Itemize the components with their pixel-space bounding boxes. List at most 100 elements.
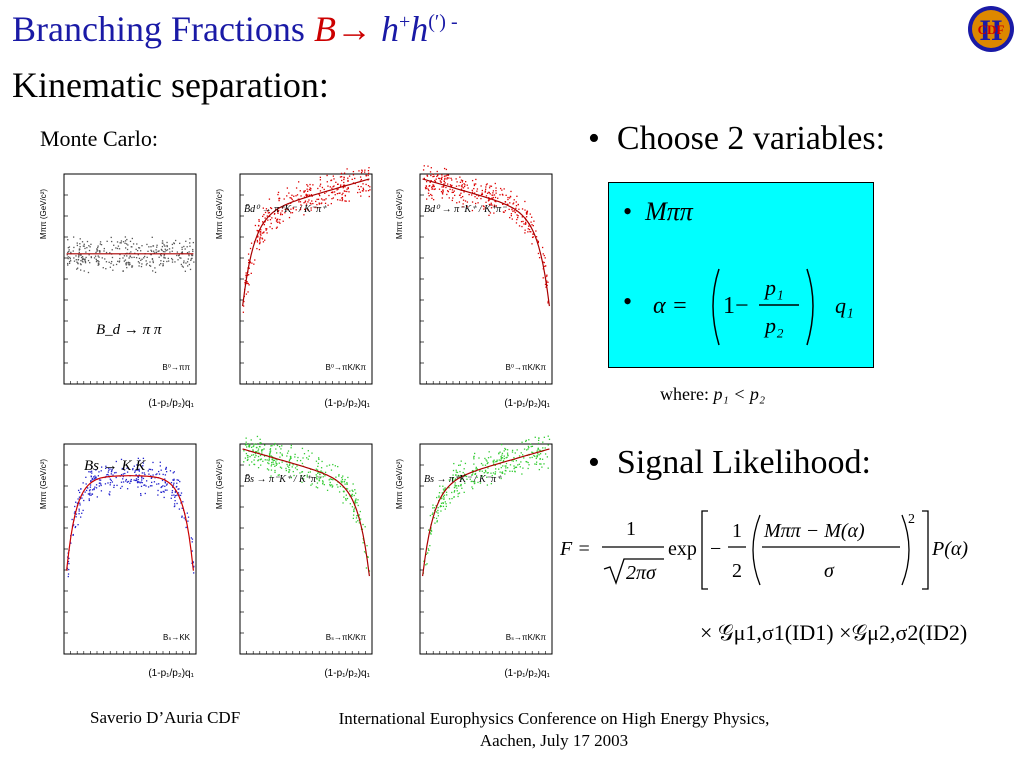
mc-point — [486, 462, 489, 465]
mc-point — [528, 464, 530, 466]
mc-point — [98, 261, 100, 263]
alpha-q1: q₁ — [835, 293, 854, 318]
mc-point — [111, 481, 114, 483]
mc-point — [271, 227, 273, 230]
mc-point — [124, 236, 127, 238]
mc-point — [462, 203, 464, 205]
mc-point — [346, 482, 348, 484]
mc-point — [368, 570, 371, 572]
mc-point — [246, 454, 249, 457]
mc-point — [443, 498, 445, 501]
mc-point — [109, 491, 111, 493]
mc-point — [426, 187, 428, 189]
mc-point — [546, 274, 548, 276]
mc-point — [429, 514, 432, 517]
mc-point — [342, 184, 345, 186]
mc-point — [523, 457, 525, 459]
mc-point — [292, 208, 295, 210]
mc-point — [261, 238, 264, 240]
mc-point — [498, 468, 500, 470]
mc-point — [271, 445, 273, 447]
mc-point — [437, 515, 440, 517]
mc-point — [281, 210, 283, 212]
mc-point — [180, 263, 183, 266]
mc-point — [182, 501, 184, 503]
mc-point — [448, 479, 450, 481]
mc-point — [456, 487, 458, 489]
mc-point — [546, 284, 548, 286]
mc-point — [457, 493, 459, 495]
mc-point — [157, 250, 159, 253]
mc-point — [311, 483, 313, 485]
mc-point — [428, 189, 430, 192]
mc-point — [140, 481, 142, 483]
mc-point — [337, 465, 339, 468]
mc-point — [365, 175, 367, 177]
mc-point — [429, 544, 431, 547]
mc-point — [95, 469, 97, 471]
mc-point — [84, 261, 87, 263]
mc-point — [163, 244, 165, 246]
mc-point — [169, 251, 171, 253]
mc-point — [491, 197, 493, 199]
mc-point — [531, 224, 533, 226]
mc-point — [95, 258, 97, 261]
mc-point — [284, 212, 286, 214]
mc-point — [79, 248, 81, 250]
mc-point — [164, 251, 166, 253]
mc-point — [141, 482, 143, 484]
mc-point — [308, 199, 310, 201]
mc-point — [271, 461, 273, 464]
mc-point — [132, 468, 134, 471]
mc-point — [271, 463, 273, 466]
mc-point — [507, 454, 509, 456]
mc-point — [529, 231, 531, 233]
mc-point — [336, 192, 339, 195]
mc-point — [67, 256, 69, 258]
mc-point — [122, 241, 125, 243]
formula-half-den: 2 — [732, 560, 742, 582]
mc-point — [292, 200, 294, 202]
mc-point — [186, 512, 188, 514]
mc-point — [347, 186, 349, 189]
mc-point — [470, 480, 472, 483]
mc-point — [298, 181, 300, 183]
mc-point — [518, 225, 521, 227]
mc-point — [320, 470, 322, 472]
mc-point — [326, 181, 328, 183]
mc-point — [254, 456, 256, 458]
mc-point — [432, 198, 435, 201]
mc-point — [68, 568, 70, 571]
mc-point — [439, 505, 441, 508]
mc-point — [492, 192, 494, 194]
mc-point — [77, 267, 79, 269]
mc-point — [512, 210, 514, 212]
mc-point — [496, 459, 498, 461]
mc-point — [436, 170, 438, 173]
mc-point — [480, 462, 483, 465]
mc-point — [190, 258, 192, 260]
mc-point — [290, 202, 292, 204]
mc-point — [442, 495, 445, 498]
mc-point — [77, 256, 80, 258]
mc-point — [332, 479, 334, 481]
mc-point — [524, 209, 526, 211]
mc-point — [516, 195, 518, 197]
mc-point — [453, 490, 456, 492]
plot-bottom-tag: Bₛ→πK/Kπ — [326, 633, 367, 642]
mc-point — [520, 461, 522, 463]
mc-point — [243, 461, 245, 463]
mc-point — [277, 193, 279, 196]
mc-point — [494, 464, 496, 467]
mc-point — [474, 196, 476, 198]
mc-point — [174, 491, 176, 493]
mc-point — [499, 451, 501, 453]
bullet-signal-likelihood: • Signal Likelihood: — [588, 444, 871, 482]
mc-point — [285, 469, 288, 472]
mc-point — [181, 252, 184, 254]
mc-point — [151, 258, 154, 260]
mc-point — [269, 450, 272, 452]
mc-point — [451, 184, 453, 187]
mc-point — [527, 461, 529, 464]
mc-point — [341, 478, 344, 481]
